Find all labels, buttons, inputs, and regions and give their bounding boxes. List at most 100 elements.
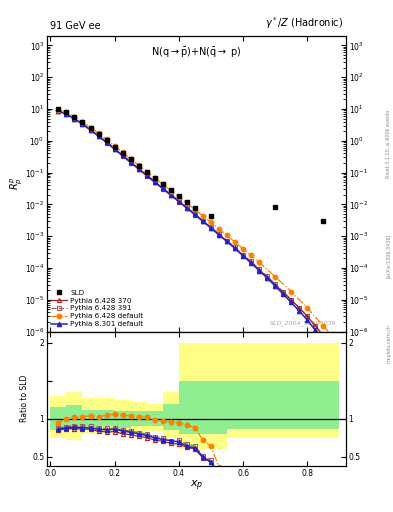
Text: $\gamma^*/Z$ (Hadronic): $\gamma^*/Z$ (Hadronic) [265, 15, 343, 31]
Pythia 6.428 370 [80, 121, 85, 127]
Pythia 6.428 370 [152, 179, 157, 185]
Pythia 6.428 370 [273, 282, 277, 288]
Pythia 8.301 default [64, 111, 69, 117]
Pythia 8.301 default [193, 211, 197, 218]
Pythia 6.428 391 [289, 296, 294, 303]
SLD [209, 214, 213, 220]
SLD [273, 204, 277, 210]
Pythia 8.301 default [209, 225, 213, 231]
Line: Pythia 6.428 370: Pythia 6.428 370 [56, 109, 325, 337]
Pythia 8.301 default [313, 327, 318, 333]
Pythia 8.301 default [321, 337, 326, 344]
Pythia 6.428 default [241, 246, 245, 252]
Pythia 8.301 default [96, 133, 101, 139]
Pythia 6.428 default [225, 232, 230, 239]
Pythia 8.301 default [176, 198, 181, 204]
Line: Pythia 8.301 default: Pythia 8.301 default [56, 109, 325, 343]
Pythia 6.428 391 [313, 323, 318, 329]
Pythia 6.428 370 [128, 160, 133, 166]
Pythia 6.428 370 [321, 332, 326, 338]
SLD [128, 156, 133, 162]
SLD [56, 106, 61, 112]
SLD [64, 110, 69, 116]
Pythia 6.428 default [120, 150, 125, 156]
Pythia 8.301 default [128, 159, 133, 165]
Text: [arXiv:1306.3436]: [arXiv:1306.3436] [386, 234, 391, 278]
Pythia 8.301 default [289, 300, 294, 306]
Pythia 6.428 391 [225, 238, 230, 244]
Pythia 6.428 391 [241, 252, 245, 258]
Pythia 6.428 391 [273, 281, 277, 287]
Pythia 6.428 370 [88, 127, 93, 133]
Pythia 8.301 default [273, 283, 277, 289]
Pythia 6.428 370 [289, 296, 294, 303]
Pythia 6.428 391 [233, 244, 237, 250]
Pythia 8.301 default [297, 308, 302, 314]
Pythia 6.428 370 [193, 211, 197, 218]
Pythia 6.428 370 [169, 193, 173, 199]
Pythia 6.428 default [152, 175, 157, 181]
SLD [144, 169, 149, 175]
Pythia 8.301 default [56, 108, 61, 114]
Pythia 6.428 391 [136, 165, 141, 172]
Pythia 6.428 default [128, 156, 133, 162]
Pythia 6.428 391 [96, 133, 101, 139]
Pythia 8.301 default [160, 185, 165, 191]
Pythia 6.428 370 [144, 173, 149, 179]
Pythia 6.428 default [144, 168, 149, 175]
Pythia 6.428 391 [200, 218, 205, 224]
SLD [160, 181, 165, 187]
SLD [88, 125, 93, 131]
Pythia 8.301 default [104, 139, 109, 145]
Pythia 8.301 default [233, 245, 237, 251]
SLD [193, 205, 197, 211]
Pythia 6.428 default [337, 342, 342, 348]
SLD [120, 150, 125, 156]
Pythia 6.428 391 [64, 111, 69, 117]
Pythia 6.428 370 [200, 219, 205, 225]
Pythia 6.428 391 [176, 198, 181, 204]
Pythia 6.428 default [176, 194, 181, 200]
Pythia 8.301 default [225, 239, 230, 245]
Pythia 6.428 391 [56, 108, 61, 114]
Pythia 6.428 391 [160, 185, 165, 191]
Text: SLD_2004_S5693039: SLD_2004_S5693039 [270, 320, 337, 326]
SLD [72, 114, 77, 120]
Pythia 6.428 391 [265, 273, 270, 280]
Pythia 6.428 default [104, 136, 109, 142]
Pythia 8.301 default [305, 317, 310, 323]
Pythia 8.301 default [72, 116, 77, 122]
Pythia 6.428 370 [249, 259, 253, 265]
Pythia 8.301 default [80, 121, 85, 127]
Pythia 6.428 391 [209, 224, 213, 230]
Text: mcplots.cern.ch: mcplots.cern.ch [386, 324, 391, 362]
SLD [104, 137, 109, 143]
Pythia 6.428 370 [64, 111, 69, 117]
Pythia 6.428 370 [217, 232, 221, 238]
Pythia 6.428 370 [305, 313, 310, 319]
Pythia 6.428 default [305, 305, 310, 311]
SLD [96, 131, 101, 137]
Pythia 6.428 391 [80, 121, 85, 127]
Pythia 6.428 370 [233, 245, 237, 251]
Pythia 6.428 391 [120, 152, 125, 158]
Pythia 8.301 default [265, 275, 270, 281]
Pythia 6.428 370 [297, 305, 302, 311]
Pythia 6.428 default [80, 119, 85, 125]
Pythia 8.301 default [112, 146, 117, 152]
SLD [169, 187, 173, 193]
Pythia 6.428 370 [265, 274, 270, 280]
Pythia 6.428 370 [176, 199, 181, 205]
SLD [80, 119, 85, 125]
Pythia 8.301 default [217, 232, 221, 238]
Pythia 6.428 default [136, 162, 141, 168]
Pythia 8.301 default [136, 166, 141, 172]
Pythia 6.428 default [88, 124, 93, 131]
Y-axis label: $R^p_p$: $R^p_p$ [7, 177, 24, 190]
Pythia 6.428 391 [217, 230, 221, 237]
Pythia 8.301 default [249, 260, 253, 266]
Pythia 6.428 default [233, 239, 237, 245]
Pythia 8.301 default [152, 179, 157, 185]
Pythia 6.428 default [56, 106, 61, 113]
Pythia 6.428 391 [329, 344, 334, 350]
